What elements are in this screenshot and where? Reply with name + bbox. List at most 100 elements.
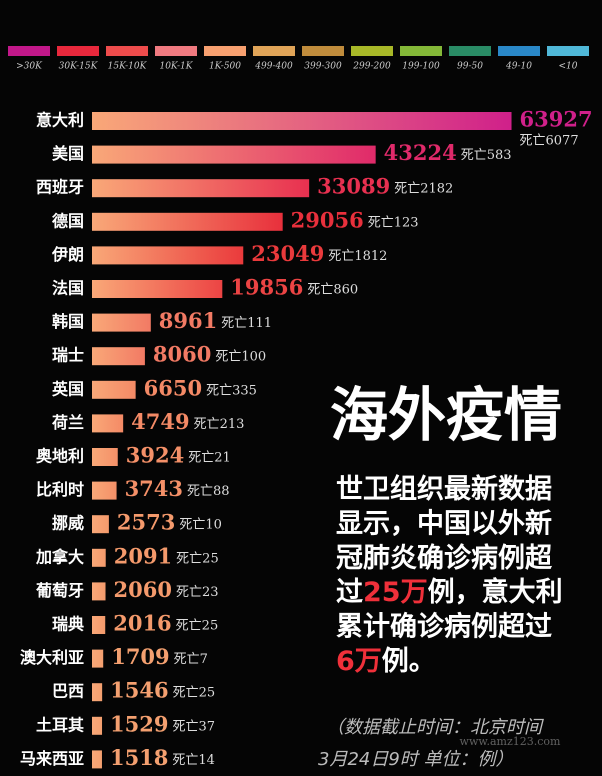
bar	[92, 548, 106, 567]
paragraph-segment: 显示，中国以外新	[336, 507, 552, 539]
paragraph-segment: 例，意大利	[428, 576, 563, 608]
bar	[92, 414, 124, 433]
value-label: 2091	[114, 543, 172, 568]
footnote: （数据截止时间：北京时间	[326, 717, 544, 738]
paragraph-segment: 冠肺炎确诊病例超	[336, 541, 553, 573]
legend-swatch	[106, 46, 148, 56]
legend-swatch	[400, 46, 442, 56]
bar	[92, 616, 106, 634]
category-label: 巴西	[52, 682, 84, 701]
death-label: 死亡10	[179, 518, 222, 533]
legend-label: 30K-15K	[59, 62, 99, 72]
value-label: 1709	[111, 644, 169, 669]
paragraph-line: 6万例。	[336, 646, 436, 677]
death-label: 死亡583	[461, 148, 512, 163]
bar	[92, 313, 151, 332]
category-label: 伊朗	[51, 245, 84, 264]
legend-label: 499-400	[254, 62, 293, 72]
bar	[92, 145, 376, 164]
legend-label: 15K-10K	[108, 62, 148, 72]
value-label: 33089	[317, 174, 390, 199]
paragraph-segment: 累计确诊病例超过	[336, 610, 552, 642]
bar	[92, 179, 310, 198]
death-label: 死亡1812	[328, 249, 387, 264]
paragraph-segment: 25万	[363, 577, 428, 608]
category-label: 西班牙	[36, 178, 84, 197]
death-label: 死亡7	[174, 652, 208, 667]
category-label: 挪威	[52, 514, 84, 533]
category-label: 英国	[51, 379, 84, 398]
death-label: 死亡37	[172, 719, 215, 734]
death-label: 死亡100	[215, 350, 266, 365]
death-label: 死亡14	[172, 753, 215, 768]
category-label: 德国	[52, 211, 84, 230]
legend-label: <10	[559, 62, 578, 72]
legend-swatch	[8, 46, 50, 56]
value-label: 1529	[110, 711, 168, 736]
value-label: 3743	[125, 476, 183, 501]
bar	[92, 582, 106, 601]
value-label: 23049	[251, 241, 324, 266]
category-label: 瑞典	[52, 615, 84, 634]
paragraph-segment: 例。	[382, 646, 436, 677]
bar	[92, 280, 223, 298]
legend-swatch	[253, 46, 295, 56]
legend-swatch	[155, 46, 197, 56]
category-label: 土耳其	[36, 715, 84, 734]
death-label: 死亡23	[176, 585, 219, 600]
paragraph-segment: 世卫组织最新数据	[336, 473, 552, 505]
legend-label: 99-50	[457, 62, 483, 72]
category-label: 法国	[52, 279, 84, 298]
legend-label: 399-300	[304, 62, 342, 72]
value-label: 29056	[291, 207, 364, 232]
death-label: 死亡213	[194, 417, 245, 432]
death-label: 死亡860	[307, 283, 358, 298]
category-label: 意大利	[36, 111, 84, 130]
paragraph-line: 累计确诊病例超过	[336, 610, 552, 642]
legend-label: >30K	[16, 62, 43, 72]
value-label: 4749	[131, 409, 189, 434]
bar	[92, 246, 244, 265]
legend-swatch	[498, 46, 540, 56]
value-label: 2016	[113, 611, 171, 636]
death-label: 死亡111	[221, 316, 272, 331]
value-label: 43224	[384, 140, 457, 165]
category-label: 比利时	[36, 480, 84, 499]
legend-swatch	[302, 46, 344, 56]
legend-label: 49-10	[505, 62, 532, 72]
value-label: 3924	[126, 443, 184, 468]
paragraph-line: 过25万例，意大利	[336, 576, 563, 608]
paragraph-line: 世卫组织最新数据	[336, 473, 552, 505]
death-label: 死亡88	[187, 484, 230, 499]
legend-label: 10K-1K	[159, 62, 193, 72]
death-label: 死亡25	[173, 686, 216, 701]
bar	[92, 515, 109, 534]
death-label: 死亡2182	[394, 182, 453, 197]
category-label: 马来西亚	[20, 749, 84, 768]
watermark: www.amz123.com	[460, 735, 561, 748]
legend-swatch	[547, 46, 589, 56]
paragraph-segment: 过	[336, 577, 363, 608]
bar	[92, 112, 512, 130]
value-label: 63927	[520, 107, 593, 132]
value-label: 8961	[159, 308, 217, 333]
category-label: 澳大利亚	[20, 648, 84, 667]
category-label: 瑞士	[52, 346, 84, 365]
bar	[92, 683, 103, 702]
paragraph-segment: 6万	[336, 646, 382, 677]
paragraph-line: 显示，中国以外新	[336, 507, 552, 539]
legend-swatch	[351, 46, 393, 56]
death-label: 死亡6077	[520, 134, 579, 149]
category-label: 葡萄牙	[35, 581, 84, 600]
bar	[92, 212, 283, 231]
legend-swatch	[204, 46, 246, 56]
bar	[92, 347, 145, 366]
bar	[92, 481, 117, 500]
paragraph-line: 冠肺炎确诊病例超	[336, 541, 553, 573]
value-label: 1546	[110, 678, 168, 703]
legend-swatch	[57, 46, 99, 56]
death-label: 死亡335	[206, 383, 257, 398]
legend-swatch	[449, 46, 491, 56]
death-label: 死亡123	[368, 215, 419, 230]
